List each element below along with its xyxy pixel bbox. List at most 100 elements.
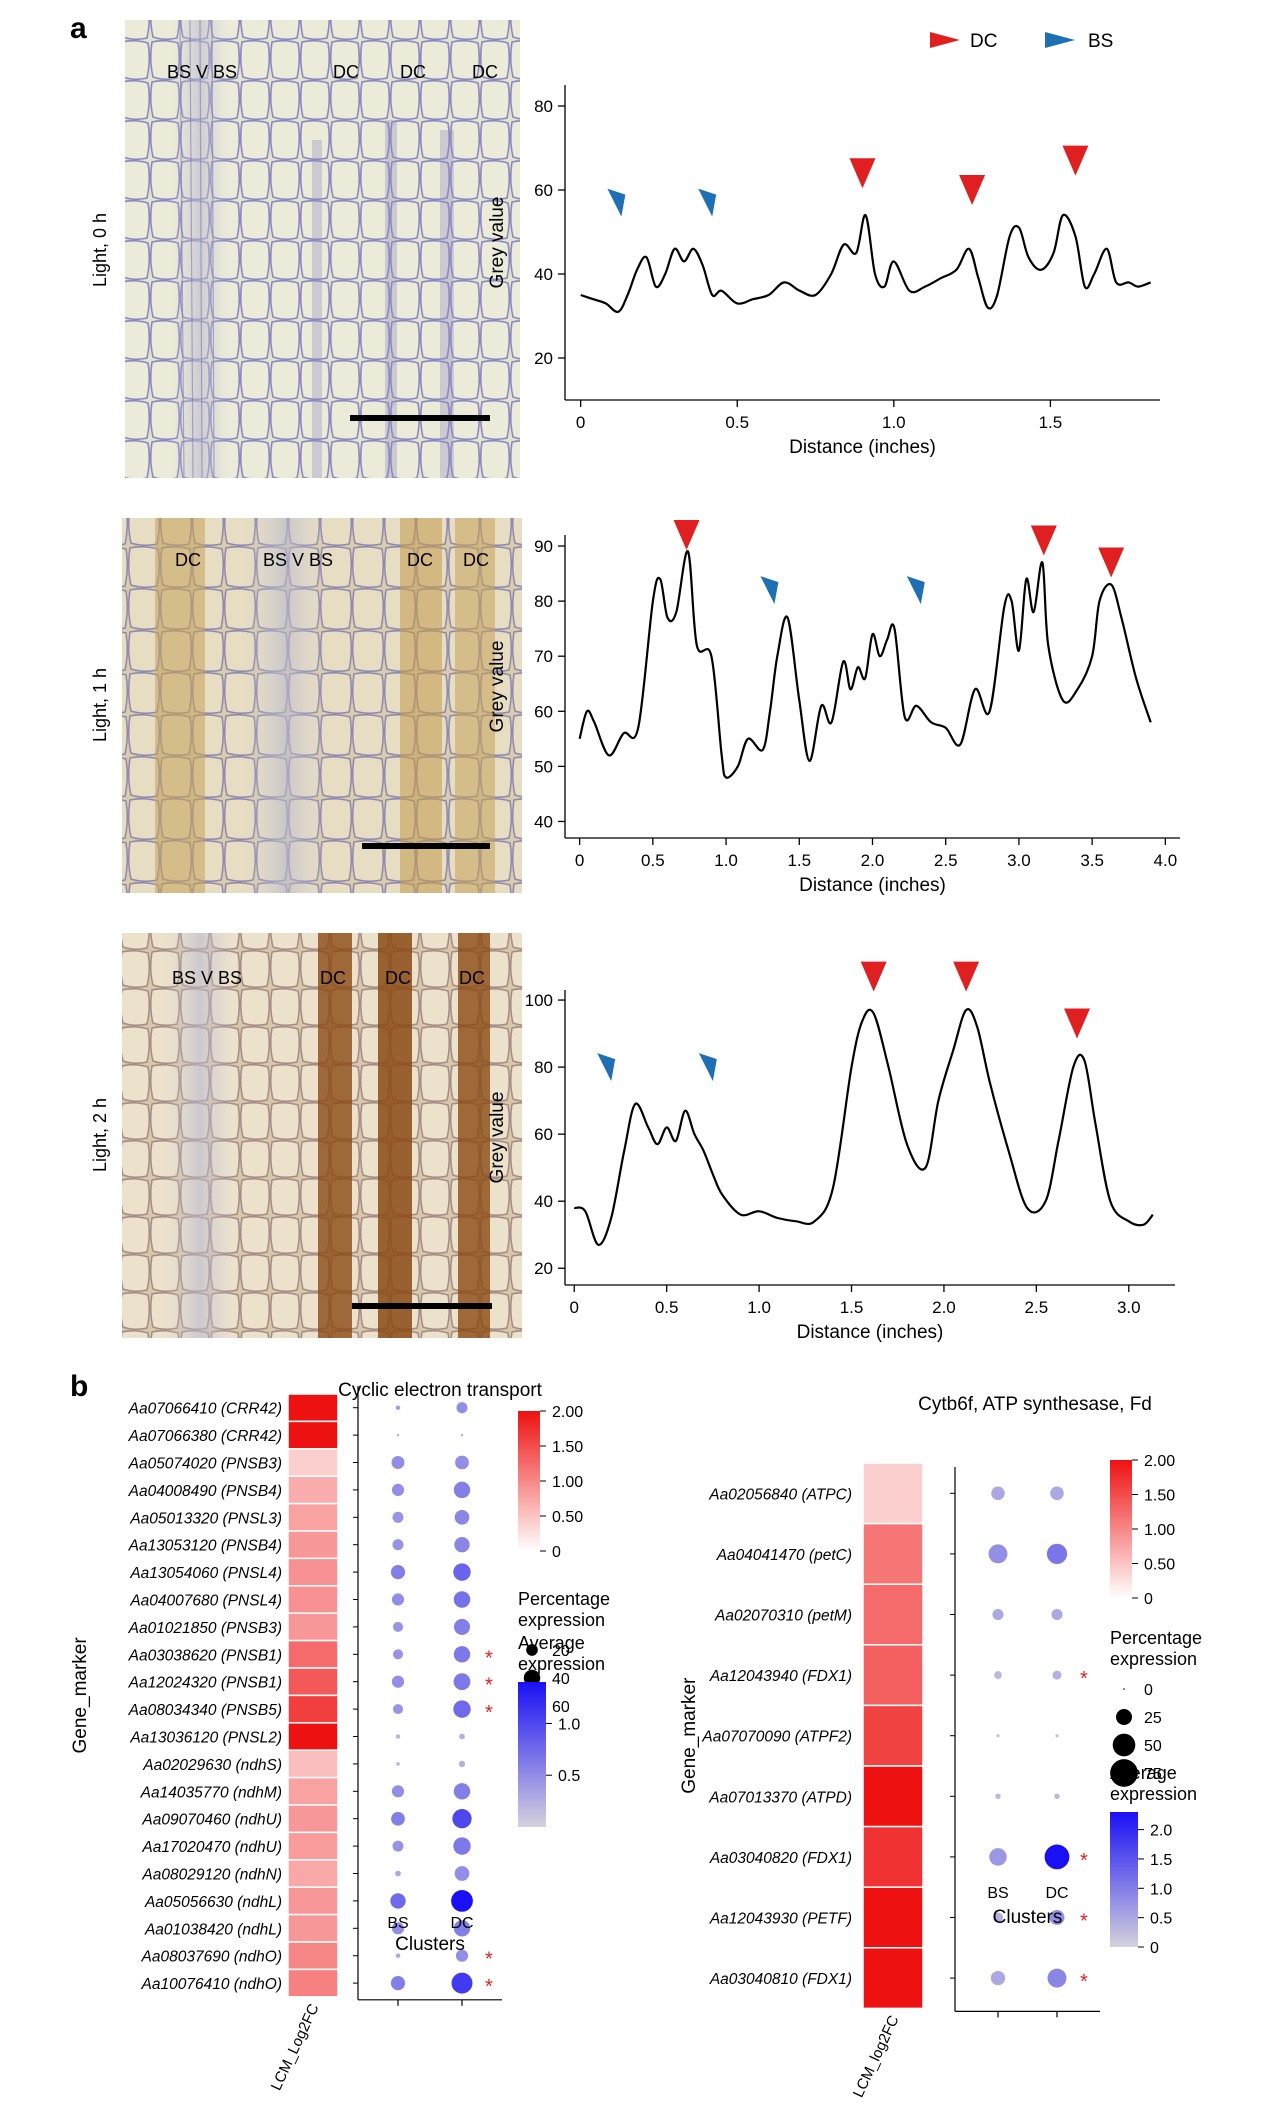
x-tick-label: 0 bbox=[575, 851, 584, 870]
color-legend-title: expression bbox=[1110, 1784, 1197, 1804]
significance-star: * bbox=[485, 1949, 493, 1971]
heatmap-cell bbox=[287, 1420, 339, 1450]
y-tick-label: 80 bbox=[534, 592, 553, 611]
heatmap-cell bbox=[862, 1886, 924, 1949]
dc-arrow-marker bbox=[673, 520, 700, 550]
log2fc-colorbar bbox=[1110, 1460, 1132, 1598]
dot-dc bbox=[455, 1455, 469, 1470]
dot-bs bbox=[395, 1405, 401, 1410]
series-line bbox=[573, 1008, 1154, 1246]
gene-label: Aa07066410 (CRR42) bbox=[128, 1401, 282, 1418]
micrograph-0h-label-4: DC bbox=[472, 62, 498, 82]
colorbar-tick-label: 1.50 bbox=[1144, 1488, 1175, 1505]
bs-arrow-marker bbox=[607, 188, 626, 217]
gene-label: Aa07013370 (ATPD) bbox=[708, 1789, 852, 1806]
x-axis-title: Distance (inches) bbox=[799, 875, 946, 896]
micrograph-0h: BS V BS DC DC DC bbox=[125, 19, 520, 479]
gene-axis-title: Gene_marker bbox=[70, 1637, 91, 1754]
gene-label: Aa05074020 (PNSB3) bbox=[128, 1456, 282, 1473]
dot-dc bbox=[453, 1563, 471, 1581]
x-axis-title: Distance (inches) bbox=[797, 1322, 944, 1343]
gene-label: Aa05013320 (PNSL3) bbox=[129, 1510, 282, 1527]
dc-arrow-marker bbox=[1030, 525, 1057, 556]
dc-arrow-marker bbox=[1064, 1008, 1091, 1039]
y-tick-label: 20 bbox=[534, 349, 553, 368]
size-legend-dot bbox=[1116, 1709, 1132, 1725]
bs-legend-icon bbox=[1045, 32, 1075, 48]
significance-star: * bbox=[1080, 1668, 1088, 1690]
gene-label: Aa05056630 (ndhL) bbox=[144, 1894, 282, 1911]
heatmap-cell bbox=[287, 1776, 339, 1806]
micrograph-2h: BS V BS DC DC DC bbox=[122, 933, 522, 1338]
y-tick-label: 40 bbox=[534, 265, 553, 284]
significance-star: * bbox=[485, 1675, 493, 1697]
dc-legend-label: DC bbox=[970, 31, 997, 52]
size-legend-dot bbox=[1112, 1733, 1136, 1757]
y-tick-label: 80 bbox=[534, 1058, 553, 1077]
x-tick-label: 1.0 bbox=[714, 851, 738, 870]
condition-label-2h: Light, 2 h bbox=[90, 1098, 110, 1172]
micrograph-1h-label-2: BS V BS bbox=[263, 550, 333, 570]
size-legend-label: 0 bbox=[1144, 1682, 1153, 1699]
heatmap-cell bbox=[862, 1947, 924, 2010]
dot-dc bbox=[1052, 1670, 1062, 1680]
heatmap-cell bbox=[862, 1704, 924, 1767]
dot-plot-0: Cyclic electron transport Aa07066410 (CRR… bbox=[70, 1380, 610, 2093]
size-legend-label: 75 bbox=[1144, 1766, 1162, 1783]
dc-arrow-marker bbox=[959, 175, 986, 205]
y-axis-title: Grey value bbox=[487, 197, 508, 289]
dot-bs bbox=[395, 1734, 401, 1739]
heatmap-cell bbox=[287, 1448, 339, 1477]
heatmap-cell bbox=[287, 1502, 339, 1532]
gene-label: Aa14035770 (ndhM) bbox=[140, 1784, 282, 1801]
line-chart-0: 20 40 60 80 0 0.5 1.0 1.5 Distance (inches) Grey … bbox=[487, 85, 1160, 458]
size-legend-title: Percentage bbox=[1110, 1628, 1202, 1648]
condition-label-0h: Light, 0 h bbox=[90, 213, 110, 287]
x-tick-label: 0 bbox=[576, 413, 585, 432]
gene-label: Aa04041470 (petC) bbox=[716, 1547, 852, 1564]
heatmap-cell bbox=[287, 1475, 339, 1505]
x-tick-label: 1.0 bbox=[747, 1298, 771, 1317]
y-tick-label: 50 bbox=[534, 757, 553, 776]
size-legend-label: 20 bbox=[552, 1643, 570, 1660]
heatmap-cell bbox=[287, 1831, 339, 1861]
dot-dc bbox=[453, 1673, 471, 1691]
size-legend-dot bbox=[526, 1644, 538, 1656]
dot-bs bbox=[989, 1848, 1007, 1866]
x-tick-label: 0.5 bbox=[655, 1298, 679, 1317]
color-legend-title: expression bbox=[518, 1654, 605, 1674]
dot-dc bbox=[453, 1783, 471, 1800]
dot-dc bbox=[456, 1402, 468, 1414]
micrograph-2h-label-2: DC bbox=[320, 968, 346, 988]
log2fc-colorbar bbox=[518, 1411, 540, 1551]
dot-bs bbox=[996, 1734, 1000, 1738]
heatmap-cell bbox=[287, 1804, 339, 1834]
dot-bs bbox=[392, 1511, 404, 1523]
dot-bs bbox=[995, 1793, 1001, 1800]
dc-arrow-marker bbox=[1062, 145, 1089, 176]
dot-plot-1: Cytb6f, ATP synthesase, Fd Aa02056840 (AT… bbox=[679, 1394, 1202, 2100]
dot-dc bbox=[1049, 1909, 1065, 1926]
gene-label: Aa08029120 (ndhN) bbox=[141, 1867, 282, 1884]
heatmap-cell bbox=[862, 1644, 924, 1707]
heatmap-cell bbox=[287, 1913, 339, 1943]
cluster-label: DC bbox=[450, 1915, 473, 1932]
colorbar-tick-label: 0 bbox=[1144, 1591, 1153, 1608]
heatmap-cell bbox=[287, 1639, 339, 1669]
color-legend-title: Average bbox=[518, 1633, 585, 1653]
dot-bs bbox=[392, 1840, 404, 1852]
bs-arrow-marker bbox=[597, 1053, 616, 1082]
colorbar-tick-label: 0 bbox=[552, 1544, 561, 1561]
dot-bs bbox=[396, 1762, 400, 1766]
dot-dc bbox=[453, 1646, 471, 1663]
dot-dc bbox=[460, 1433, 464, 1437]
heatmap-cell bbox=[287, 1557, 339, 1587]
colorbar-tick-label: 1.50 bbox=[552, 1439, 583, 1456]
heatmap-cell bbox=[287, 1859, 339, 1888]
bs-legend-label: BS bbox=[1088, 31, 1113, 52]
dc-legend-icon bbox=[930, 32, 960, 48]
x-tick-label: 2.0 bbox=[861, 851, 885, 870]
dot-dc bbox=[1051, 1608, 1063, 1621]
panel-a-label: a bbox=[70, 12, 87, 45]
